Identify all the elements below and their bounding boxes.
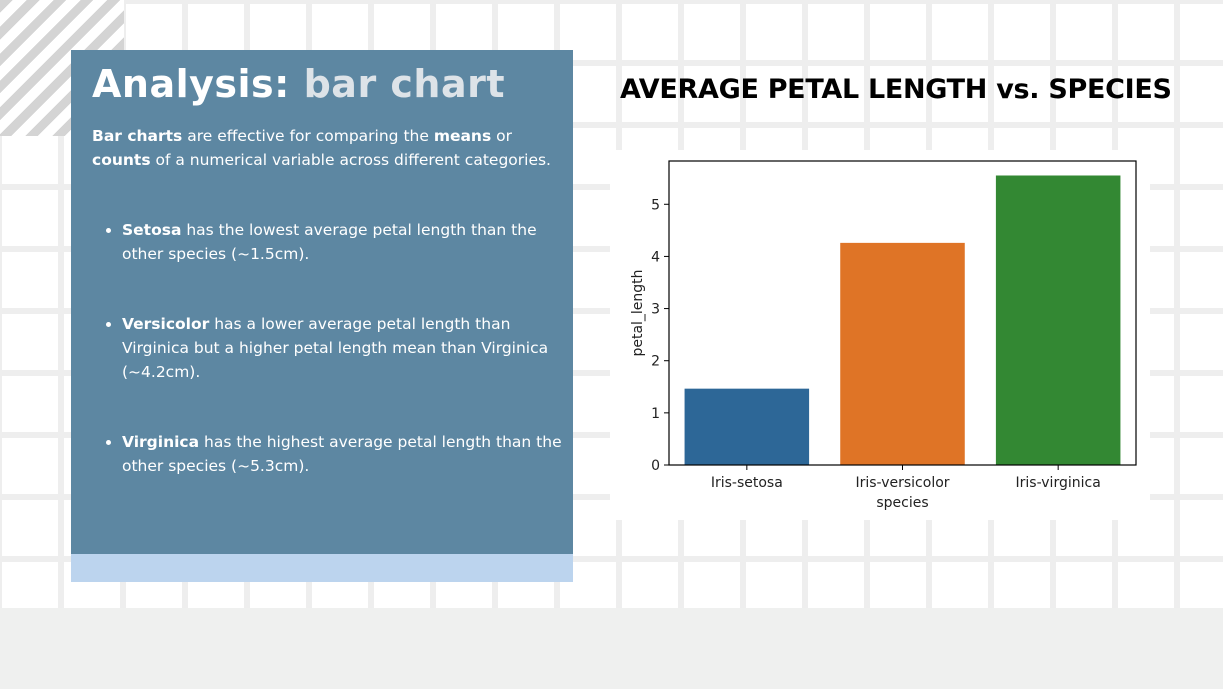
- bar-iris-virginica: [995, 175, 1121, 465]
- finding-virginica-bold: Virginica: [122, 433, 200, 451]
- x-axis: Iris-setosa Iris-versicolor Iris-virginica: [711, 465, 1101, 491]
- finding-versicolor-bold: Versicolor: [122, 315, 210, 333]
- y-tick-label: 1: [651, 406, 660, 422]
- panel-title: Analysis: bar chart: [92, 62, 505, 106]
- analysis-panel: Analysis: bar chart Bar charts are effec…: [71, 50, 573, 554]
- y-axis: 0 1 2 3 4 5: [651, 197, 669, 474]
- intro-text-2: or: [491, 127, 512, 145]
- intro-bold-bar-charts: Bar charts: [92, 127, 183, 145]
- x-axis-label: species: [876, 495, 928, 511]
- bullet-dot: [106, 440, 111, 445]
- bullet-dot: [106, 228, 111, 233]
- title-accent: bar chart: [303, 62, 506, 106]
- bar-chart-svg: 0 1 2 3 4 5 Iris-setosa Iris-versicolor Iris-vi…: [610, 150, 1150, 520]
- x-tick-label: Iris-setosa: [711, 475, 783, 491]
- bars-group: [684, 175, 1121, 465]
- finding-versicolor: Versicolor has a lower average petal len…: [92, 312, 562, 384]
- x-tick-label: Iris-virginica: [1016, 475, 1101, 491]
- y-tick-label: 3: [651, 302, 660, 318]
- chart-heading: AVERAGE PETAL LENGTH vs. SPECIES: [620, 74, 1172, 105]
- finding-virginica-text: has the highest average petal length tha…: [122, 433, 562, 475]
- y-tick-label: 0: [651, 458, 660, 474]
- finding-virginica: Virginica has the highest average petal …: [92, 430, 562, 478]
- intro-bold-counts: counts: [92, 151, 151, 169]
- y-tick-label: 4: [651, 249, 660, 265]
- intro-text-3: of a numerical variable across different…: [150, 151, 551, 169]
- finding-setosa: Setosa has the lowest average petal leng…: [92, 218, 562, 266]
- finding-versicolor-text: has a lower average petal length than Vi…: [122, 315, 549, 381]
- footer-band: [0, 608, 1223, 689]
- title-prefix: Analysis:: [92, 62, 290, 106]
- intro-bold-means: means: [433, 127, 492, 145]
- bar-iris-versicolor: [840, 242, 965, 465]
- y-tick-label: 2: [651, 354, 660, 370]
- bar-iris-setosa: [684, 388, 810, 465]
- intro-text-1: are effective for comparing the: [182, 127, 434, 145]
- finding-setosa-bold: Setosa: [122, 221, 182, 239]
- y-axis-label: petal_length: [630, 269, 646, 356]
- y-tick-label: 5: [651, 197, 660, 213]
- bar-chart: 0 1 2 3 4 5 Iris-setosa Iris-versicolor Iris-vi…: [610, 150, 1150, 520]
- intro-text: Bar charts are effective for comparing t…: [92, 124, 552, 172]
- finding-setosa-text: has the lowest average petal length than…: [122, 221, 537, 263]
- bullet-dot: [106, 322, 111, 327]
- panel-accent-bar: [71, 554, 573, 582]
- plot-frame: [668, 160, 1137, 466]
- x-tick-label: Iris-versicolor: [855, 475, 949, 491]
